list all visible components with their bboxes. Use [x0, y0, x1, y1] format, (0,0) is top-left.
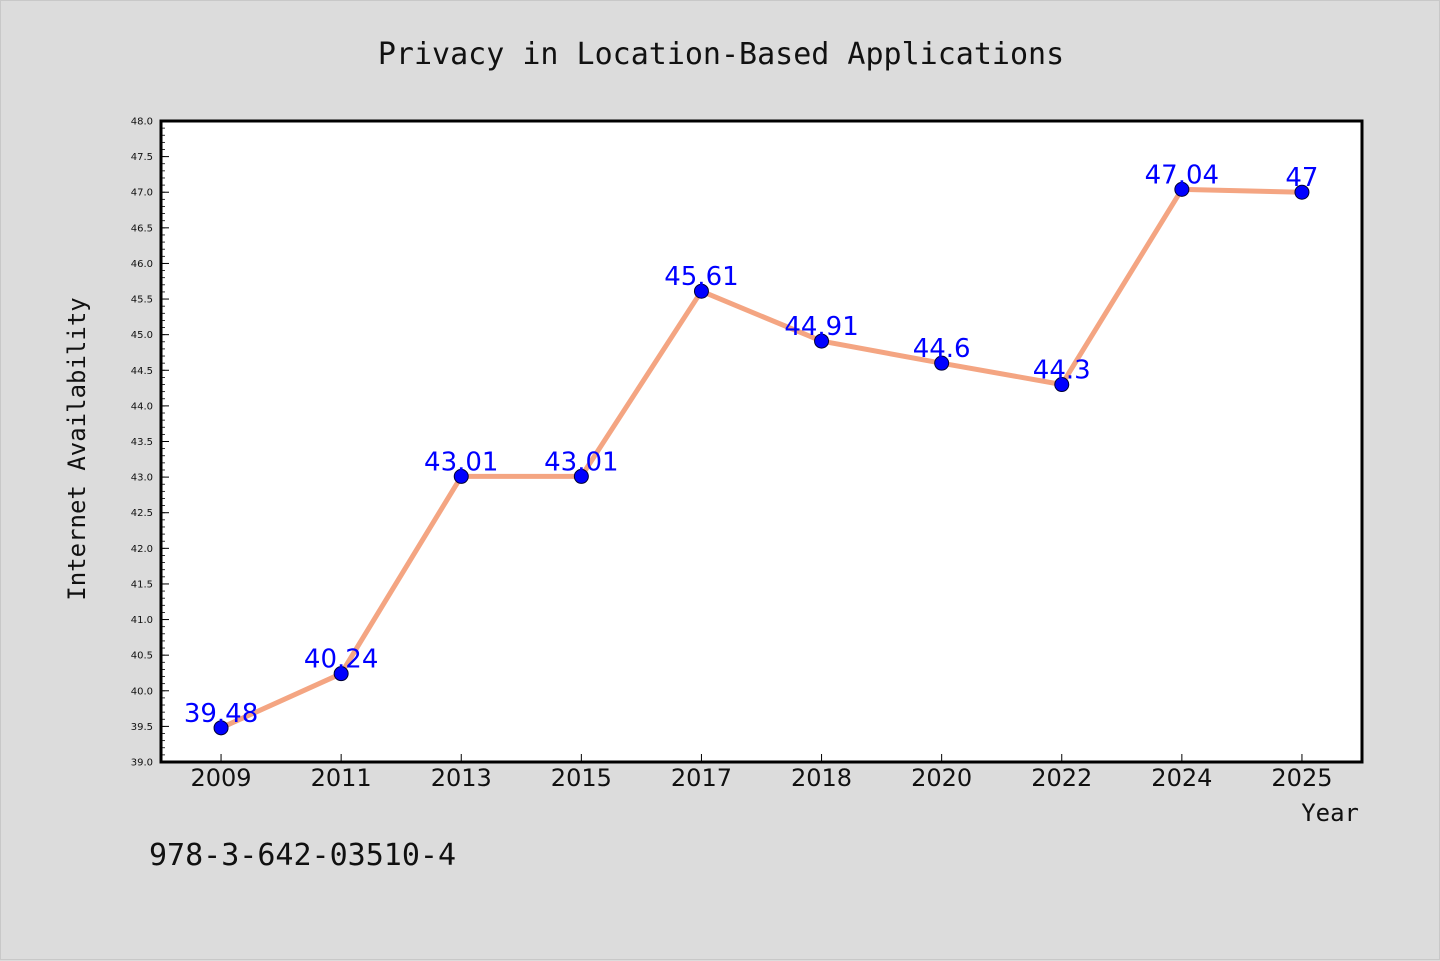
x-tick-label: 2013 — [431, 764, 492, 792]
series-line — [220, 186, 1303, 731]
data-label: 40.24 — [304, 645, 378, 675]
x-tick-label: 2011 — [311, 764, 372, 792]
y-tick-label: 42.5 — [131, 508, 153, 519]
y-tick-label: 47.0 — [131, 188, 153, 199]
data-point — [814, 333, 830, 349]
data-point — [333, 666, 349, 682]
data-point — [1174, 181, 1190, 197]
data-label: 39.48 — [184, 699, 258, 729]
y-tick-label: 46.5 — [131, 223, 153, 234]
x-tick-label: 2009 — [191, 764, 252, 792]
data-point — [573, 468, 589, 484]
data-label: 47 — [1285, 163, 1318, 193]
y-tick-label: 43.5 — [131, 437, 153, 448]
data-label: 43.01 — [424, 447, 498, 477]
x-axis: 2009 2011 2013 2015 2017 2018 2020 2022 2024 2025 — [191, 754, 1332, 792]
y-tick-label: 39.5 — [131, 722, 153, 733]
y-tick-label: 43.0 — [131, 473, 153, 484]
y-axis-label: Internet Availability — [63, 297, 91, 600]
chart-title: Privacy in Location-Based Applications — [378, 37, 1064, 72]
x-tick-label: 2025 — [1271, 764, 1332, 792]
data-point — [1054, 377, 1070, 393]
x-tick-label: 2022 — [1031, 764, 1092, 792]
data-label: 44.91 — [784, 312, 858, 342]
y-tick-label: 45.0 — [131, 330, 153, 341]
data-label: 44.6 — [913, 334, 971, 364]
x-tick-label: 2018 — [791, 764, 852, 792]
y-tick-label: 47.5 — [131, 152, 153, 163]
data-point — [1294, 184, 1310, 200]
footnote-isbn: 978-3-642-03510-4 — [149, 838, 456, 873]
y-tick-label: 44.5 — [131, 366, 153, 377]
data-point — [934, 355, 950, 371]
plot-area — [161, 121, 1362, 762]
y-tick-label: 39.0 — [131, 758, 153, 769]
plot-frame — [159, 119, 1364, 764]
y-tick-label: 41.5 — [131, 579, 153, 590]
data-label: 47.04 — [1145, 160, 1219, 190]
data-markers — [213, 181, 1310, 736]
data-point — [693, 283, 709, 299]
x-tick-label: 2017 — [671, 764, 732, 792]
data-labels: 39.48 40.24 43.01 43.01 45.61 44.91 44.6 44.3 47… — [184, 160, 1319, 728]
data-label: 44.3 — [1033, 356, 1091, 386]
data-label: 45.61 — [664, 262, 738, 292]
y-tick-label: 40.0 — [131, 686, 153, 697]
y-tick-label: 40.5 — [131, 651, 153, 662]
y-tick-label: 41.0 — [131, 615, 153, 626]
x-tick-label: 2020 — [911, 764, 972, 792]
data-label: 43.01 — [544, 447, 618, 477]
data-point — [453, 468, 469, 484]
y-axis: 39.0 39.5 40.0 40.5 41.0 41.5 42.0 42.5 43.0 43.5… — [131, 117, 169, 769]
y-tick-label: 42.0 — [131, 544, 153, 555]
y-tick-label: 46.0 — [131, 259, 153, 270]
y-tick-label: 48.0 — [131, 117, 153, 128]
y-tick-label: 44.0 — [131, 401, 153, 412]
x-axis-label: Year — [1301, 799, 1359, 827]
x-tick-label: 2015 — [551, 764, 612, 792]
x-tick-label: 2024 — [1151, 764, 1212, 792]
data-point — [213, 720, 229, 736]
y-tick-label: 45.5 — [131, 295, 153, 306]
